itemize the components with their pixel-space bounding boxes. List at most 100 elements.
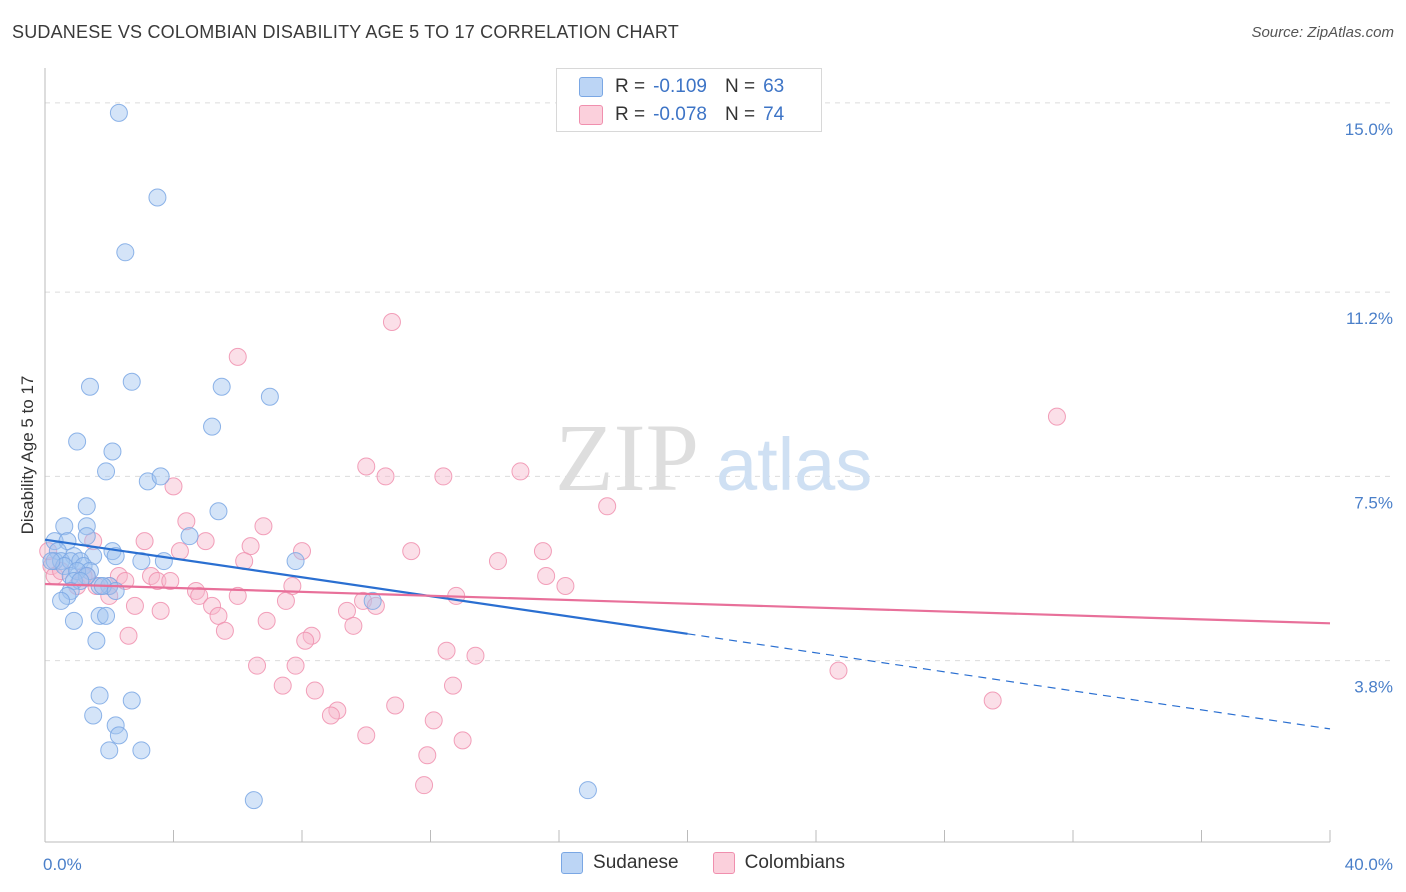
sudanese-point bbox=[132, 741, 151, 760]
colombians-point bbox=[386, 696, 405, 715]
sudanese-point bbox=[52, 591, 71, 610]
sudanese-point bbox=[68, 432, 87, 451]
x-tick-label: 40.0% bbox=[1345, 855, 1393, 874]
y-tick-label: 15.0% bbox=[1345, 120, 1393, 139]
colombians-point bbox=[321, 706, 340, 725]
sudanese-point bbox=[71, 552, 90, 571]
colombians-point bbox=[148, 571, 167, 590]
axes bbox=[44, 68, 1331, 843]
sudanese-point bbox=[106, 547, 125, 566]
colombians-point bbox=[382, 313, 401, 332]
sudanese-point bbox=[286, 552, 305, 571]
colombians-point bbox=[376, 467, 395, 486]
colombians-point bbox=[177, 512, 196, 531]
colombians-point bbox=[257, 611, 276, 630]
legend-r-label: R = bbox=[615, 76, 646, 97]
colombians-point bbox=[241, 537, 260, 556]
colombians-point bbox=[537, 567, 556, 586]
colombians-point bbox=[164, 477, 183, 496]
legend-n-value: 74 bbox=[763, 104, 785, 125]
legend-label-sudanese: Sudanese bbox=[593, 852, 679, 873]
colombians-point bbox=[424, 711, 443, 730]
colombians-point bbox=[418, 746, 437, 765]
colombians-point bbox=[983, 691, 1002, 710]
legend-item-colombians: Colombians bbox=[712, 852, 845, 874]
legend-r-value: -0.109 bbox=[653, 76, 707, 97]
sudanese-point bbox=[148, 188, 167, 207]
colombians-point bbox=[357, 457, 376, 476]
colombians-point bbox=[186, 581, 205, 600]
legend-n-label: N = bbox=[724, 76, 756, 97]
colombians-point bbox=[296, 631, 315, 650]
colombians-point bbox=[466, 646, 485, 665]
colombians-point bbox=[276, 591, 295, 610]
sudanese-point bbox=[151, 467, 170, 486]
legend-row-colombians: R = -0.078 N = 74 bbox=[579, 101, 784, 129]
legend-r-label: R = bbox=[615, 104, 646, 125]
sudanese-point bbox=[52, 552, 71, 571]
sudanese-point bbox=[180, 527, 199, 546]
legend-swatch-sudanese bbox=[579, 77, 603, 97]
colombians-point bbox=[357, 726, 376, 745]
colombians-point bbox=[453, 731, 472, 750]
sudanese-point bbox=[97, 606, 116, 625]
sudanese-point bbox=[122, 372, 141, 391]
sudanese-point bbox=[80, 562, 99, 581]
colombians-point bbox=[533, 542, 552, 561]
sudanese-point bbox=[64, 611, 83, 630]
series-legend: Sudanese Colombians bbox=[0, 852, 1406, 874]
sudanese-point bbox=[80, 377, 99, 396]
colombians-point bbox=[286, 656, 305, 675]
sudanese-trend-extension bbox=[687, 633, 1331, 730]
colombians-point bbox=[190, 586, 209, 605]
colombians-point bbox=[119, 626, 138, 645]
legend-row-sudanese: R = -0.109 N = 63 bbox=[579, 73, 784, 101]
sudanese-points bbox=[42, 103, 597, 810]
colombians-point bbox=[443, 676, 462, 695]
sudanese-point bbox=[363, 591, 382, 610]
sudanese-point bbox=[244, 791, 263, 810]
colombians-point bbox=[337, 601, 356, 620]
colombians-point bbox=[248, 656, 267, 675]
colombians-point bbox=[125, 596, 144, 615]
chart-title: SUDANESE VS COLOMBIAN DISABILITY AGE 5 T… bbox=[12, 22, 679, 42]
colombians-point bbox=[402, 542, 421, 561]
colombians-point bbox=[305, 681, 324, 700]
legend-label-colombians: Colombians bbox=[744, 852, 845, 873]
sudanese-point bbox=[77, 517, 96, 536]
sudanese-point bbox=[578, 781, 597, 800]
colombians-point bbox=[344, 616, 363, 635]
source-label: Source: ZipAtlas.com bbox=[1251, 24, 1394, 41]
colombians-point bbox=[135, 532, 154, 551]
sudanese-point bbox=[106, 716, 125, 735]
colombians-point bbox=[488, 552, 507, 571]
legend-swatch-colombians bbox=[579, 105, 603, 125]
sudanese-point bbox=[203, 417, 222, 436]
watermark-atlas: atlas bbox=[716, 423, 872, 506]
sudanese-point bbox=[68, 562, 87, 581]
colombians-point bbox=[598, 497, 617, 516]
colombians-point bbox=[273, 676, 292, 695]
colombians-point bbox=[366, 596, 385, 615]
legend-n-value: 63 bbox=[763, 76, 785, 97]
legend-swatch-sudanese bbox=[561, 852, 584, 874]
sudanese-point bbox=[61, 581, 80, 600]
sudanese-point bbox=[97, 462, 116, 481]
sudanese-point bbox=[77, 527, 96, 546]
trend-lines bbox=[44, 538, 1331, 730]
colombians-point bbox=[829, 661, 848, 680]
colombians-point bbox=[434, 467, 453, 486]
colombians-point bbox=[196, 532, 215, 551]
sudanese-point bbox=[100, 741, 119, 760]
colombians-point bbox=[415, 776, 434, 795]
legend-r-value: -0.078 bbox=[653, 104, 707, 125]
sudanese-point bbox=[209, 502, 228, 521]
sudanese-point bbox=[132, 552, 151, 571]
colombians-point bbox=[1047, 407, 1066, 426]
sudanese-point bbox=[90, 686, 109, 705]
sudanese-point bbox=[84, 706, 103, 725]
sudanese-point bbox=[109, 103, 128, 122]
colombians-point bbox=[228, 347, 247, 366]
colombians-point bbox=[151, 601, 170, 620]
sudanese-point bbox=[109, 726, 128, 745]
